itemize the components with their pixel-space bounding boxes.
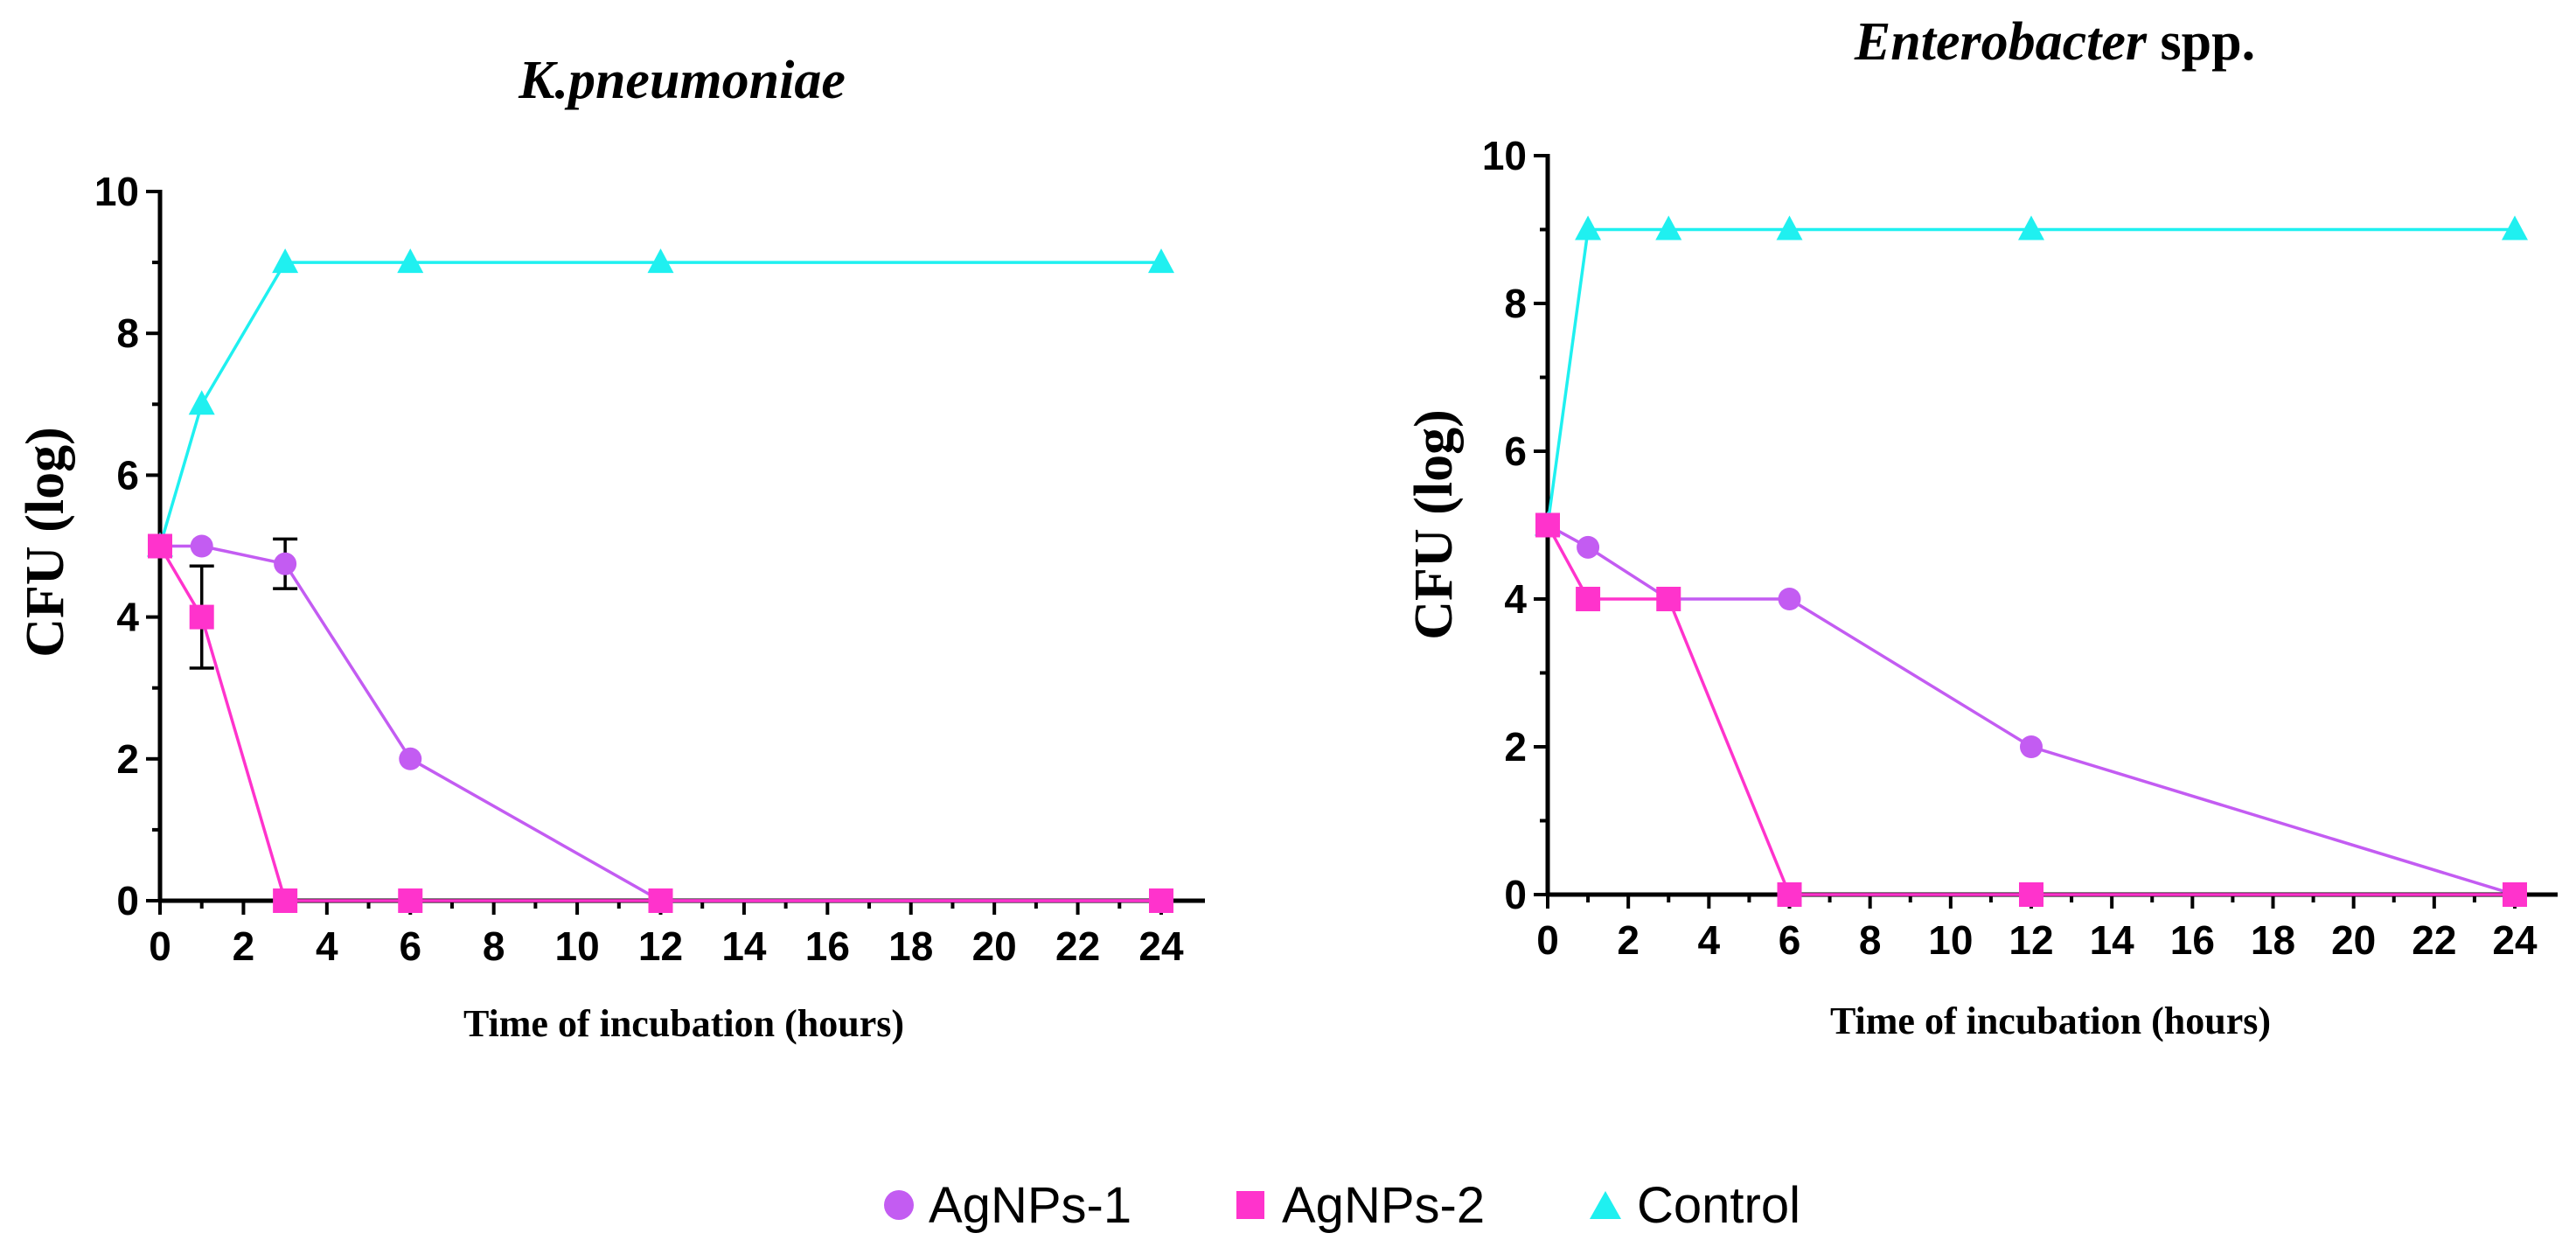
marker-control <box>1148 248 1174 274</box>
marker-agnps1 <box>399 747 422 770</box>
x-tick-label: 6 <box>1779 917 1801 963</box>
x-tick-label: 12 <box>2009 917 2053 963</box>
y-tick-label: 2 <box>1504 724 1527 770</box>
chart-title: K.pneumoniae <box>518 51 846 110</box>
marker-agnps2 <box>398 888 423 913</box>
legend-marker-agnps2 <box>1236 1191 1264 1219</box>
marker-agnps2 <box>2503 882 2527 907</box>
x-tick-label: 4 <box>316 923 338 969</box>
marker-control <box>647 248 674 274</box>
x-tick-label: 0 <box>1536 917 1559 963</box>
marker-agnps2 <box>1576 587 1601 611</box>
legend-label-control: Control <box>1637 1177 1800 1234</box>
x-tick-label: 24 <box>1138 923 1184 969</box>
y-tick-label: 8 <box>1504 281 1527 326</box>
y-tick-label: 0 <box>1504 872 1527 917</box>
x-tick-label: 2 <box>1617 917 1640 963</box>
y-tick-label: 10 <box>94 169 139 214</box>
x-tick-label: 2 <box>233 923 255 969</box>
marker-control <box>1655 215 1682 240</box>
y-tick-label: 4 <box>116 595 139 640</box>
marker-agnps1 <box>1577 535 1600 559</box>
chart-title-rest: spp. <box>2147 12 2255 72</box>
chart-title: Enterobacter spp. <box>1854 12 2255 72</box>
x-tick-label: 10 <box>554 923 599 969</box>
marker-control <box>397 248 424 274</box>
x-axis-label: Time of incubation (hours) <box>463 1002 904 1045</box>
marker-agnps2 <box>1777 882 1802 907</box>
y-axis-label: CFU (log) <box>1404 409 1464 639</box>
x-tick-label: 0 <box>149 923 171 969</box>
marker-control <box>188 390 215 415</box>
x-tick-label: 18 <box>2251 917 2295 963</box>
legend-marker-control <box>1590 1191 1621 1219</box>
marker-control <box>1776 215 1803 240</box>
y-tick-label: 0 <box>116 878 139 923</box>
marker-agnps2 <box>148 533 172 559</box>
series-line-agnps2 <box>1546 524 2515 896</box>
series-line-agnps1 <box>1547 523 2516 896</box>
marker-control <box>2502 215 2528 240</box>
y-axis-label: CFU (log) <box>16 427 75 657</box>
x-tick-label: 18 <box>888 923 933 969</box>
marker-agnps1 <box>190 534 213 558</box>
x-tick-label: 20 <box>972 923 1017 969</box>
marker-agnps2 <box>648 888 673 913</box>
x-tick-label: 14 <box>2090 917 2135 963</box>
marker-agnps2 <box>1656 587 1681 611</box>
marker-agnps1 <box>274 552 297 575</box>
series-line-agnps1 <box>160 544 1161 902</box>
series-line-control <box>158 261 1161 547</box>
legend: AgNPs-1 AgNPs-2 Control <box>884 1177 1800 1234</box>
marker-agnps2 <box>273 888 298 913</box>
x-tick-label: 24 <box>2492 917 2538 963</box>
marker-control <box>272 248 299 274</box>
x-tick-label: 16 <box>2170 917 2215 963</box>
marker-agnps1 <box>2020 735 2043 758</box>
x-axis-label: Time of incubation (hours) <box>1830 1000 2271 1042</box>
series-markers <box>1535 215 2528 907</box>
x-tick-label: 8 <box>483 923 505 969</box>
error-bars <box>189 537 298 670</box>
x-tick-label: 6 <box>399 923 421 969</box>
marker-agnps2 <box>1535 512 1560 538</box>
y-tick-label: 6 <box>1504 428 1527 474</box>
marker-control <box>2018 215 2044 240</box>
chart-enterobacter: Enterobacter spp. CFU (log) Time of incu… <box>1404 12 2558 1042</box>
x-tick-label: 16 <box>805 923 850 969</box>
marker-control <box>1575 215 1602 240</box>
y-tick-label: 6 <box>116 452 139 498</box>
chart-title-italic: Enterobacter <box>1854 12 2148 72</box>
x-tick-label: 4 <box>1698 917 1721 963</box>
y-tick-label: 4 <box>1504 576 1527 622</box>
marker-agnps2 <box>1149 888 1173 913</box>
series-line-agnps2 <box>158 545 1161 902</box>
series-line-control <box>1546 227 2515 526</box>
x-tick-label: 22 <box>2412 917 2456 963</box>
chart-k-pneumoniae: K.pneumoniae CFU (log) Time of incubatio… <box>16 51 1205 1045</box>
x-tick-label: 20 <box>2331 917 2376 963</box>
series-markers <box>147 248 1174 913</box>
y-tick-label: 2 <box>116 736 139 782</box>
legend-marker-agnps1 <box>884 1190 914 1220</box>
x-tick-label: 14 <box>721 923 767 969</box>
x-tick-label: 12 <box>638 923 683 969</box>
x-tick-label: 10 <box>1928 917 1973 963</box>
legend-label-agnps1: AgNPs-1 <box>929 1177 1131 1234</box>
marker-agnps2 <box>2019 882 2043 907</box>
marker-agnps1 <box>1778 588 1801 610</box>
marker-agnps2 <box>189 604 214 630</box>
series-lines <box>1546 227 2516 896</box>
x-tick-label: 22 <box>1055 923 1100 969</box>
y-tick-label: 10 <box>1482 133 1527 178</box>
x-tick-label: 8 <box>1859 917 1882 963</box>
series-lines <box>158 261 1161 902</box>
y-tick-label: 8 <box>116 310 139 356</box>
legend-label-agnps2: AgNPs-2 <box>1282 1177 1485 1234</box>
